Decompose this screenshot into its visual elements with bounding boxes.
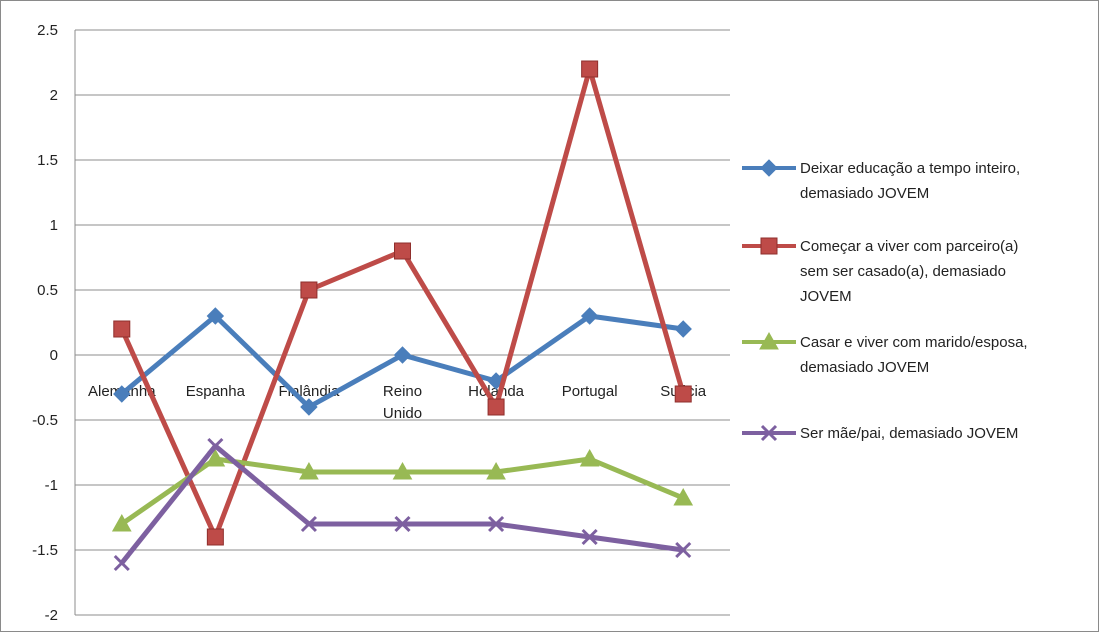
legend-marker xyxy=(759,331,779,350)
series-1 xyxy=(113,307,692,416)
data-point xyxy=(674,320,692,338)
data-point xyxy=(394,242,411,260)
legend-label-line: Começar a viver com parceiro(a) xyxy=(800,238,1018,255)
data-point xyxy=(206,307,225,325)
legend-entry: Ser mãe/pai, demasiado JOVEM xyxy=(742,424,1018,442)
data-point xyxy=(300,281,318,299)
data-point xyxy=(392,461,413,480)
y-tick-label: 0.5 xyxy=(37,282,58,299)
y-axis-tick-labels: 2.5 2 1.5 1 0.5 0 -0.5 -1 -1.5 -2 xyxy=(32,22,58,624)
x-tick-label: Portugal xyxy=(562,383,618,400)
data-point xyxy=(300,398,318,416)
data-point xyxy=(486,461,506,480)
legend-label: Começar a viver com parceiro(a) sem ser c… xyxy=(800,238,1018,305)
x-axis-tick-labels: AlemanhaEspanhaFinlândiaReinoUnidoHoland… xyxy=(88,383,707,422)
data-point xyxy=(581,60,599,78)
legend-entry: Casar e viver com marido/esposa, demasiad… xyxy=(742,331,1028,376)
series-4 xyxy=(113,437,692,572)
x-tick-label-line: Unido xyxy=(383,405,422,422)
x-tick-label-line: Reino xyxy=(383,383,422,400)
y-tick-label: 2.5 xyxy=(37,22,58,39)
x-tick-label: Reino Unido xyxy=(383,383,422,422)
data-point xyxy=(580,307,599,325)
data-point xyxy=(488,515,505,533)
data-point xyxy=(206,528,224,546)
y-tick-label: 1.5 xyxy=(37,152,58,169)
legend-marker xyxy=(760,424,778,442)
legend-label-line: Deixar educação a tempo inteiro, xyxy=(800,160,1020,177)
data-point xyxy=(487,398,505,416)
x-tick-label: Espanha xyxy=(186,383,246,400)
y-tick-label: -1.5 xyxy=(32,542,58,559)
data-point xyxy=(581,528,598,546)
legend-marker xyxy=(760,159,778,177)
data-point xyxy=(205,448,226,467)
legend-label: Deixar educação a tempo inteiro, demasiad… xyxy=(800,160,1020,202)
legend-entry: Deixar educação a tempo inteiro, demasiad… xyxy=(742,159,1020,202)
x-tick-label-line: Espanha xyxy=(186,383,246,400)
data-point xyxy=(300,515,317,533)
legend-entry: Começar a viver com parceiro(a) sem ser c… xyxy=(742,237,1018,305)
series-3 xyxy=(111,448,694,532)
data-point xyxy=(207,437,224,455)
y-tick-label: -0.5 xyxy=(32,412,58,429)
data-point xyxy=(579,448,600,467)
data-point xyxy=(674,385,692,403)
y-tick-label: 1 xyxy=(50,217,58,234)
series-lines xyxy=(111,60,694,572)
legend-label: Casar e viver com marido/esposa, demasiad… xyxy=(800,334,1028,376)
data-point xyxy=(113,554,130,572)
gridlines xyxy=(74,29,730,616)
data-point xyxy=(299,461,319,480)
legend-label-line: demasiado JOVEM xyxy=(800,359,929,376)
data-point xyxy=(113,320,131,338)
legend-label-line: JOVEM xyxy=(800,288,852,305)
legend-label: Ser mãe/pai, demasiado JOVEM xyxy=(800,425,1018,442)
legend-label-line: Ser mãe/pai, demasiado JOVEM xyxy=(800,425,1018,442)
legend-marker xyxy=(760,237,778,255)
legend-label-line: sem ser casado(a), demasiado xyxy=(800,263,1006,280)
y-tick-label: 2 xyxy=(50,87,58,104)
legend-label-line: demasiado JOVEM xyxy=(800,185,929,202)
data-point xyxy=(673,487,694,506)
legend-label-line: Casar e viver com marido/esposa, xyxy=(800,334,1028,351)
x-tick-label-line: Portugal xyxy=(562,383,618,400)
y-tick-label: -2 xyxy=(45,607,58,624)
data-point xyxy=(675,541,692,559)
data-point xyxy=(393,346,412,364)
series-2 xyxy=(113,60,692,546)
data-point xyxy=(113,385,131,403)
legend: Deixar educação a tempo inteiro, demasiad… xyxy=(742,159,1028,442)
data-point xyxy=(111,513,132,532)
data-point xyxy=(394,515,411,533)
y-tick-label: -1 xyxy=(45,477,58,494)
y-tick-label: 0 xyxy=(50,347,58,364)
